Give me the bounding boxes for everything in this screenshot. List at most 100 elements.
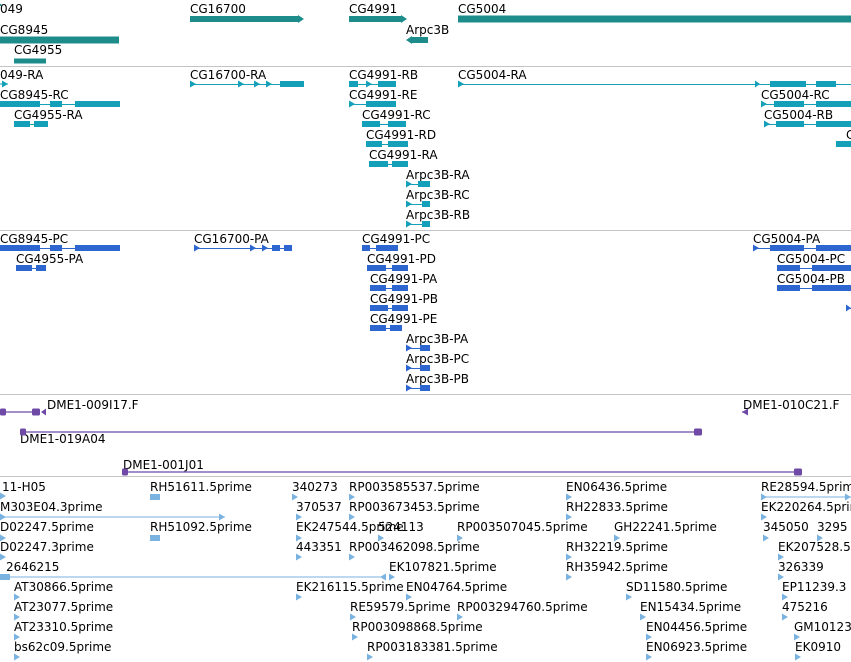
feature-est[interactable]: 524113 xyxy=(378,520,424,542)
feature-protein[interactable]: CG4991-PB xyxy=(370,292,438,311)
feature-est[interactable]: RH32219.5prime xyxy=(566,540,668,561)
feature-transcript[interactable]: C xyxy=(836,128,851,147)
feature-est[interactable]: SD11580.5prime xyxy=(626,580,727,601)
exon xyxy=(369,161,388,167)
feature-est[interactable]: RE59579.5prime xyxy=(350,600,451,621)
feature-transcript[interactable]: CG4991-RE xyxy=(349,88,417,108)
feature-est[interactable]: D02247.5prime xyxy=(0,520,94,542)
feature-protein[interactable]: CG4955-PA xyxy=(16,252,84,271)
feature-est[interactable]: 326339 xyxy=(778,560,824,581)
feature-clone[interactable]: DME1-010C21.F xyxy=(742,398,840,416)
est-read xyxy=(150,535,160,541)
exon xyxy=(770,245,804,251)
feature-transcript[interactable]: Arpc3B-RA xyxy=(406,168,470,188)
feature-protein[interactable]: CG4991-PD xyxy=(367,252,436,271)
feature-est[interactable]: EP11239.3 xyxy=(782,580,846,601)
feature-clone[interactable]: DME1-019A04 xyxy=(20,428,702,447)
feature-est[interactable]: EK207528.5 xyxy=(778,540,851,561)
feature-est[interactable]: bs62c09.5prime xyxy=(14,640,111,661)
feature-est[interactable]: RH22833.5prime xyxy=(566,500,668,521)
feature-est[interactable]: RH51092.5prime xyxy=(150,520,252,541)
feature-transcript[interactable]: CG5004-RA xyxy=(458,68,851,88)
feature-gene[interactable]: CG8945 xyxy=(0,23,119,44)
feature-est[interactable]: AT23310.5prime xyxy=(14,620,113,641)
feature-transcript[interactable]: CG4955-RA xyxy=(14,108,83,127)
feature-est[interactable]: EK247544.5prime xyxy=(296,520,404,542)
feature-transcript[interactable]: CG5004-RC xyxy=(761,88,851,108)
feature-est[interactable]: RP003098868.5prime xyxy=(352,620,483,641)
feature-protein[interactable]: Arpc3B-PC xyxy=(406,352,469,372)
feature-est[interactable]: EN04456.5prime xyxy=(646,620,747,641)
feature-gene[interactable]: CG5004 xyxy=(458,2,851,23)
feature-protein[interactable]: CG16700-PA xyxy=(194,232,292,252)
feature-transcript[interactable]: CG4991-RB xyxy=(349,68,418,88)
feature-est[interactable]: RH51611.5prime xyxy=(150,480,252,500)
feature-est[interactable]: EN15434.5prime xyxy=(640,600,741,621)
feature-est[interactable]: EN06923.5prime xyxy=(646,640,747,661)
feature-est[interactable]: RP003507045.5prime xyxy=(457,520,588,542)
feature-gene[interactable]: CG4991 xyxy=(349,2,407,23)
feature-protein[interactable]: Arpc3B-PB xyxy=(406,372,469,392)
feature-est[interactable]: 475216 xyxy=(782,600,828,621)
exon xyxy=(420,365,430,371)
feature-transcript[interactable]: CG4991-RC xyxy=(362,108,431,127)
feature-gene[interactable]: Arpc3B xyxy=(406,23,449,44)
feature-transcript[interactable]: 049-RA xyxy=(0,68,44,88)
est-read-arrow-icon xyxy=(14,653,20,661)
feature-protein[interactable]: CG8945-PC xyxy=(0,232,120,251)
feature-label: Arpc3B-PA xyxy=(406,332,469,346)
feature-protein[interactable]: Arpc3B-PA xyxy=(406,332,469,352)
feature-est[interactable]: RP003294760.5prime xyxy=(457,600,588,621)
feature-est[interactable]: 2646215 xyxy=(0,560,386,581)
feature-est[interactable]: EK0910 xyxy=(795,640,841,661)
feature-protein[interactable]: CG5004-PA xyxy=(753,232,851,252)
feature-transcript[interactable]: Arpc3B-RB xyxy=(406,208,470,228)
feature-est[interactable]: AT23077.5prime xyxy=(14,600,113,621)
feature-protein[interactable] xyxy=(846,304,851,312)
est-read-arrow-icon xyxy=(296,553,302,561)
feature-est[interactable]: EK107821.5prime xyxy=(389,560,497,581)
feature-gene[interactable]: CG4955 xyxy=(14,43,62,64)
feature-transcript[interactable]: Arpc3B-RC xyxy=(406,188,470,208)
feature-transcript[interactable]: CG4991-RA xyxy=(369,148,438,167)
feature-est[interactable]: AT30866.5prime xyxy=(14,580,113,601)
feature-est[interactable]: RP003673453.5prime xyxy=(349,500,480,521)
feature-est[interactable]: 3295 xyxy=(817,520,848,542)
feature-protein[interactable]: CG5004-PB xyxy=(777,272,851,291)
feature-est[interactable]: GH22241.5prime xyxy=(614,520,717,542)
feature-est[interactable]: 340273 xyxy=(292,480,338,501)
feature-label: CG4991 xyxy=(349,2,397,16)
feature-est[interactable]: 370537 xyxy=(296,500,342,521)
feature-label: 475216 xyxy=(782,600,828,614)
feature-est[interactable]: RH35942.5prime xyxy=(566,560,668,581)
feature-transcript[interactable]: CG4991-RD xyxy=(366,128,436,147)
feature-est[interactable]: 345050 xyxy=(763,520,809,542)
feature-est[interactable]: 443351 xyxy=(296,540,342,561)
feature-est[interactable]: GM10123 xyxy=(794,620,851,641)
feature-est[interactable]: EK216115.5prime xyxy=(296,580,404,601)
feature-gene[interactable]: CG16700 xyxy=(190,2,304,23)
feature-gene[interactable]: 049 xyxy=(0,1,23,16)
feature-est[interactable]: D02247.3prime xyxy=(0,540,94,561)
feature-clone[interactable]: DME1-009I17.F xyxy=(0,398,139,416)
feature-est[interactable]: M303E04.3prime xyxy=(0,500,225,521)
feature-protein[interactable]: CG4991-PA xyxy=(370,272,438,291)
feature-est[interactable]: RE28594.5prime xyxy=(761,480,851,501)
feature-transcript[interactable]: CG16700-RA xyxy=(190,68,304,88)
feature-est[interactable]: RP003462098.5prime xyxy=(349,540,480,561)
feature-est[interactable]: 11-H05 xyxy=(0,480,46,500)
feature-protein[interactable]: CG5004-PC xyxy=(777,252,851,271)
feature-est[interactable]: RP003183381.5prime xyxy=(367,640,498,661)
feature-est[interactable]: EN06436.5prime xyxy=(566,480,667,501)
feature-est[interactable]: EN04764.5prime xyxy=(406,580,507,601)
feature-protein[interactable]: CG4991-PE xyxy=(370,312,437,331)
feature-label: EN06436.5prime xyxy=(566,480,667,494)
feature-label: EK216115.5prime xyxy=(296,580,404,594)
feature-transcript[interactable]: CG5004-RB xyxy=(764,108,851,128)
feature-transcript[interactable]: CG8945-RC xyxy=(0,88,120,107)
feature-clone[interactable]: DME1-001J01 xyxy=(122,458,802,476)
feature-est[interactable]: EK220264.5prime xyxy=(761,500,851,521)
exon xyxy=(777,265,800,271)
feature-est[interactable]: RP003585537.5prime xyxy=(349,480,480,501)
feature-protein[interactable]: CG4991-PC xyxy=(362,232,430,251)
